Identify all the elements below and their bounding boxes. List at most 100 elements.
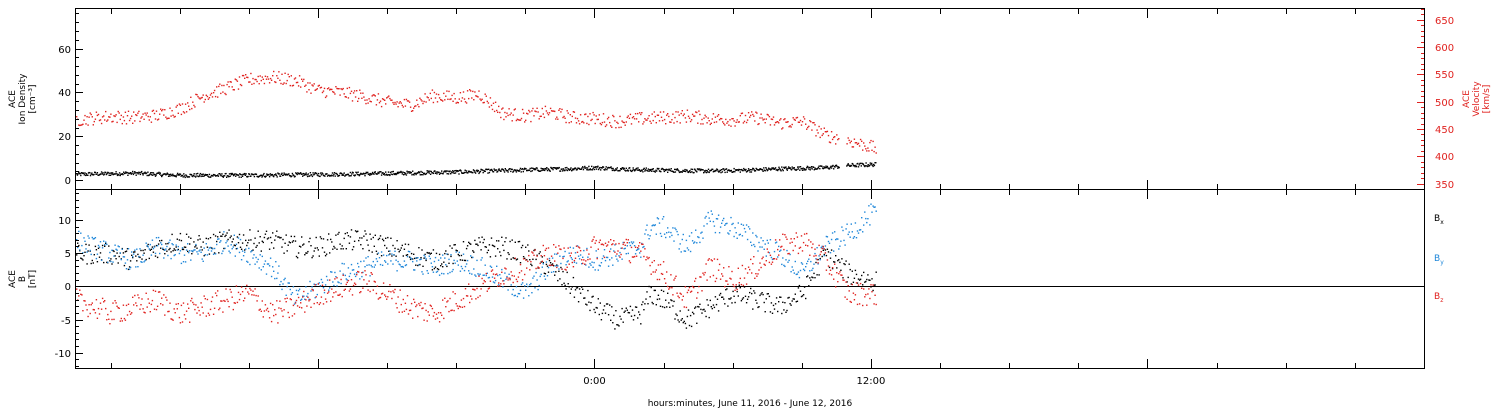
data-point: [558, 166, 560, 169]
data-point: [689, 120, 692, 123]
data-point: [334, 271, 336, 274]
data-point: [184, 318, 187, 320]
data-point: [127, 174, 129, 176]
data-point: [712, 274, 715, 277]
data-point: [404, 243, 407, 245]
data-point: [335, 234, 337, 236]
data-point: [322, 303, 325, 305]
data-point: [696, 242, 698, 244]
data-point: [198, 235, 200, 237]
data-point: [582, 288, 584, 290]
data-point: [365, 102, 367, 105]
data-point: [271, 173, 273, 176]
data-point: [724, 303, 726, 305]
data-point: [460, 299, 463, 301]
data-point: [187, 102, 189, 104]
data-point: [846, 298, 848, 300]
data-point: [390, 99, 392, 101]
data-point: [421, 249, 423, 251]
data-point: [268, 176, 271, 178]
data-point: [220, 92, 222, 95]
data-point: [440, 257, 442, 259]
data-point: [716, 298, 719, 300]
data-point: [218, 173, 220, 175]
data-point: [435, 171, 437, 173]
data-point: [595, 166, 597, 168]
data-point: [611, 243, 613, 246]
data-point: [749, 228, 751, 230]
data-point: [510, 284, 512, 286]
data-point: [289, 288, 291, 291]
data-point: [730, 125, 732, 127]
data-point: [695, 277, 697, 280]
data-point: [729, 298, 731, 300]
data-point: [710, 122, 712, 124]
data-point: [228, 86, 230, 88]
data-point: [160, 108, 162, 110]
data-point: [638, 311, 640, 313]
data-point: [853, 277, 856, 279]
data-point: [146, 112, 148, 114]
data-point: [230, 244, 232, 246]
data-point: [624, 124, 626, 126]
data-point: [562, 256, 564, 258]
data-point: [154, 252, 157, 255]
data-point: [131, 115, 133, 117]
data-point: [331, 271, 333, 273]
data-point: [821, 165, 823, 167]
data-point: [413, 253, 415, 255]
data-point: [585, 113, 587, 115]
data-point: [134, 172, 137, 174]
data-point: [81, 294, 83, 296]
data-point: [544, 278, 547, 280]
data-point: [768, 115, 771, 118]
data-point: [202, 241, 204, 243]
data-point: [810, 279, 812, 281]
data-point: [700, 308, 702, 311]
data-point: [154, 118, 157, 120]
data-point: [384, 260, 386, 262]
data-point: [470, 90, 472, 92]
data-point: [256, 261, 258, 263]
data-point: [452, 100, 454, 102]
data-point: [336, 277, 338, 279]
data-point: [308, 241, 310, 243]
data-point: [733, 167, 735, 170]
data-point: [633, 314, 636, 317]
data-point: [475, 298, 477, 300]
data-point: [477, 273, 479, 275]
data-point: [241, 174, 243, 176]
data-point: [577, 255, 580, 257]
data-point: [803, 269, 806, 272]
data-point: [528, 295, 530, 297]
data-point: [549, 170, 551, 172]
data-point: [478, 90, 480, 92]
data-point: [647, 234, 649, 236]
data-point: [501, 268, 503, 271]
data-point: [148, 257, 150, 260]
data-point: [374, 171, 376, 173]
data-point: [400, 303, 402, 306]
data-point: [840, 274, 842, 276]
data-point: [591, 296, 593, 298]
data-point: [609, 259, 611, 261]
data-point: [515, 285, 518, 288]
data-point: [322, 287, 325, 289]
data-point: [397, 248, 399, 250]
data-point: [494, 255, 497, 257]
data-point: [801, 169, 804, 171]
data-point: [285, 294, 287, 296]
data-point: [582, 256, 584, 258]
data-point: [233, 302, 235, 304]
data-point: [458, 173, 460, 175]
data-point: [514, 108, 516, 110]
data-point: [653, 111, 655, 113]
data-point: [468, 97, 470, 100]
data-point: [694, 115, 696, 117]
data-point: [629, 113, 632, 116]
data-point: [610, 239, 612, 241]
data-point: [599, 166, 601, 169]
data-point: [787, 261, 789, 263]
data-point: [334, 175, 336, 177]
data-point: [85, 174, 87, 177]
